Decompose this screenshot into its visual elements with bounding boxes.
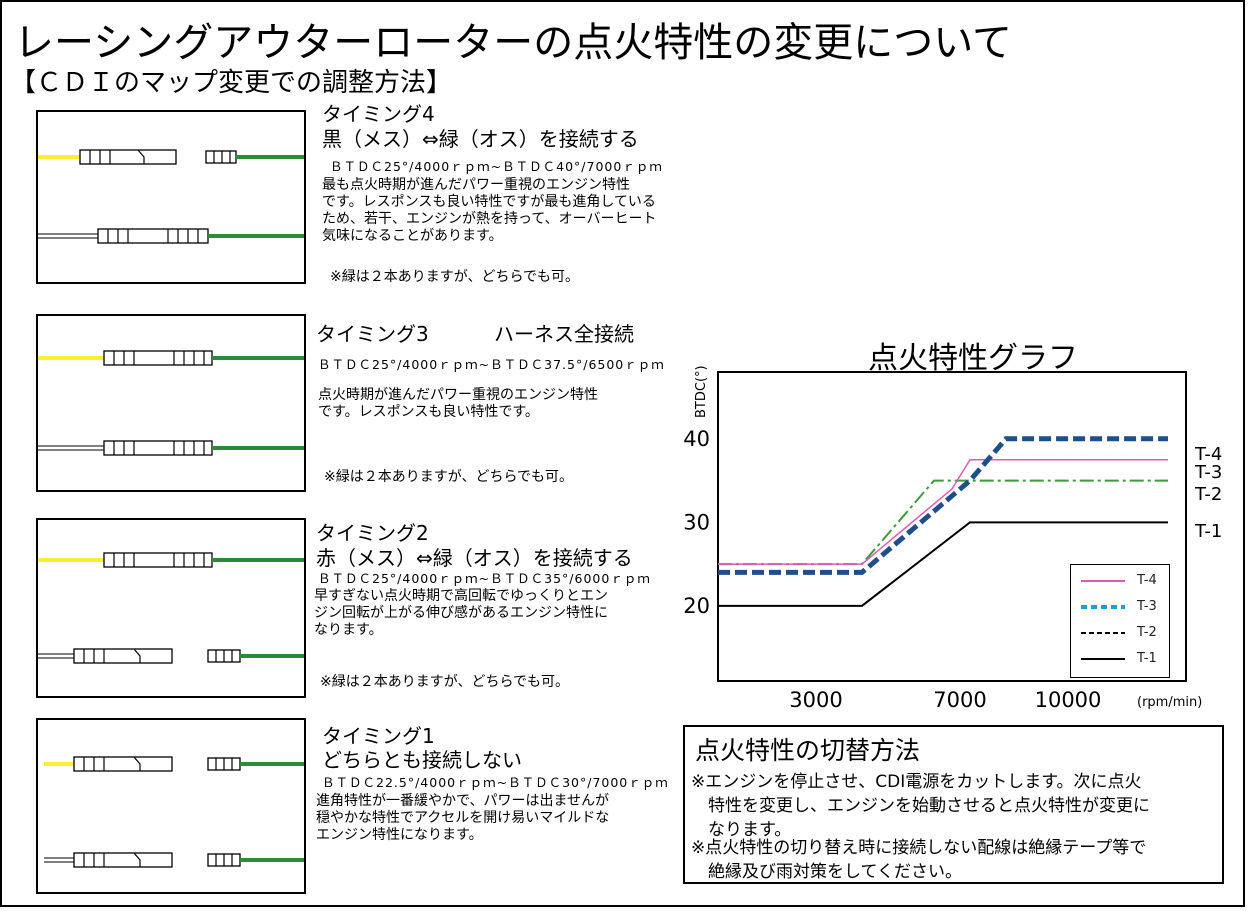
timing3-wiring-illustration bbox=[38, 350, 304, 456]
timing1-spec: ＢＴＤＣ22.5°/4000ｒｐｍ~ＢＴＤＣ30°/7000ｒｐｍ bbox=[322, 775, 669, 790]
timing4-spec: ＢＴＤＣ25°/4000ｒｐｍ~ＢＴＤＣ40°/7000ｒｐｍ bbox=[330, 159, 663, 174]
y-tick-label: 40 bbox=[683, 427, 710, 451]
legend-label: T-4 bbox=[1137, 573, 1157, 588]
series-line-t-3 bbox=[718, 458, 1168, 565]
female-connector bbox=[73, 852, 173, 868]
chart-title: 点火特性グラフ bbox=[868, 341, 1078, 376]
page-title: レーシングアウターローターの点火特性の変更について bbox=[14, 20, 1012, 66]
y-tick-label: 30 bbox=[683, 510, 710, 534]
chart-legend: T-4 T-3 T-2 T-1 bbox=[1070, 564, 1170, 678]
timing1-wiring-illustration bbox=[44, 756, 304, 868]
timing4-diagram bbox=[36, 110, 306, 284]
timing2-heading: タイミング2 bbox=[316, 521, 429, 545]
page-subtitle: 【ＣＤＩのマップ変更での調整方法】 bbox=[10, 68, 453, 98]
switch-line: 絶縁及び雨対策をしてください。 bbox=[691, 862, 962, 882]
switch-line: 特性を変更し、エンジンを始動させると点火特性が変更に bbox=[691, 796, 1150, 816]
timing4-wiring-illustration bbox=[38, 149, 304, 244]
legend-label: T-3 bbox=[1137, 599, 1157, 614]
timing3-heading: タイミング3 bbox=[316, 322, 429, 346]
timing4-description: 最も点火時期が進んだパワー重視のエンジン特性 です。レスポンスも良い特性ですが最… bbox=[322, 177, 657, 244]
timing1-heading: タイミング1 bbox=[322, 724, 435, 748]
timing1-description: 進角特性が一番緩やかで、パワーは出ませんが 穏やかな特性でアクセルを開け易いマイ… bbox=[316, 793, 610, 843]
switch-method-box: 点火特性の切替方法 ※エンジンを停止させ、CDI電源をカットします。次に点火 特… bbox=[683, 725, 1224, 884]
timing4-connection: 黒（メス）⇔緑（オス）を接続する bbox=[322, 127, 639, 151]
female-connector bbox=[73, 648, 173, 664]
plot-area-frame bbox=[717, 371, 1187, 682]
timing3-description: 点火時期が進んだパワー重視のエンジン特性 です。レスポンスも良い特性です。 bbox=[318, 387, 598, 420]
legend-entry: T-1 bbox=[1079, 649, 1169, 669]
series-right-label: T-1 bbox=[1194, 521, 1222, 542]
legend-label: T-2 bbox=[1137, 625, 1157, 640]
series-right-label: T-2 bbox=[1194, 484, 1222, 505]
female-connector bbox=[79, 149, 177, 165]
timing1-diagram bbox=[36, 718, 306, 894]
x-tick-label: 10000 bbox=[1035, 688, 1102, 712]
timing2-diagram bbox=[36, 518, 306, 698]
timing3-note: ※緑は２本ありますが、どちらでも可。 bbox=[324, 469, 574, 485]
switch-line: ※エンジンを停止させ、CDI電源をカットします。次に点火 bbox=[691, 772, 1142, 792]
switch-method-title: 点火特性の切替方法 bbox=[695, 736, 921, 765]
legend-swatch bbox=[1081, 605, 1125, 609]
timing2-connection: 赤（メス）⇔緑（オス）を接続する bbox=[316, 546, 633, 570]
timing3-heading-extra: ハーネス全接続 bbox=[494, 322, 634, 346]
series-line-t-4 bbox=[718, 436, 1168, 575]
x-tick-label: 3000 bbox=[789, 688, 842, 712]
legend-entry: T-4 bbox=[1079, 571, 1169, 591]
switch-line: なります。 bbox=[691, 820, 792, 840]
timing2-spec: ＢＴＤＣ25°/4000ｒｐｍ~ＢＴＤＣ35°/6000ｒｐｍ bbox=[318, 571, 651, 586]
timing1-connection: どちらとも接続しない bbox=[322, 748, 522, 772]
legend-entry: T-2 bbox=[1079, 623, 1169, 643]
timing4-heading: タイミング4 bbox=[322, 102, 435, 126]
legend-label: T-1 bbox=[1137, 651, 1157, 666]
y-tick-label: 20 bbox=[683, 594, 710, 618]
timing3-spec: ＢＴＤＣ25°/4000ｒｐｍ~ＢＴＤＣ37.5°/6500ｒｐｍ bbox=[318, 357, 665, 372]
timing2-note: ※緑は２本ありますが、どちらでも可。 bbox=[320, 674, 570, 690]
x-tick-label: 7000 bbox=[933, 688, 986, 712]
x-axis-label: (rpm/min) bbox=[1137, 695, 1202, 710]
timing2-wiring-illustration bbox=[38, 552, 304, 664]
legend-entry: T-3 bbox=[1079, 597, 1169, 617]
female-connector bbox=[73, 756, 173, 772]
series-right-label: T-4 bbox=[1194, 444, 1222, 465]
legend-swatch bbox=[1081, 632, 1125, 634]
timing3-diagram bbox=[36, 314, 306, 492]
legend-swatch bbox=[1081, 580, 1125, 582]
series-line-t-1 bbox=[718, 521, 1168, 607]
legend-swatch bbox=[1081, 658, 1125, 660]
series-right-label: T-3 bbox=[1194, 462, 1222, 483]
timing2-description: 早すぎない点火時期で高回転でゆっくりとエン ジン回転が上がる伸び感があるエンジン… bbox=[314, 588, 608, 638]
switch-line: ※点火特性の切り替え時に接続しない配線は絶縁テープ等で bbox=[691, 838, 1147, 858]
timing4-note: ※緑は２本ありますが、どちらでも可。 bbox=[330, 269, 580, 285]
